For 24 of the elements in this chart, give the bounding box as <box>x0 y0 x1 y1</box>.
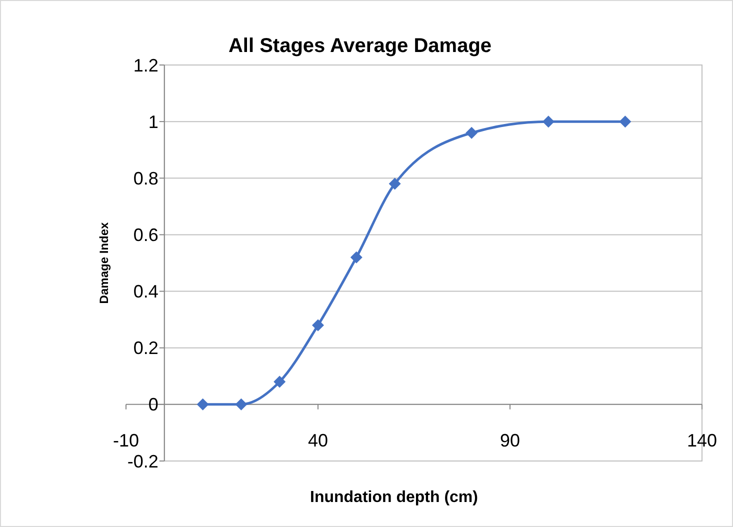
y-tick-label: 1 <box>148 112 158 132</box>
x-axis-title: Inundation depth (cm) <box>310 489 478 506</box>
point <box>274 376 286 388</box>
x-tick-label: 140 <box>686 430 718 450</box>
y-tick-label: 0.8 <box>133 168 158 188</box>
x-tick-label: 90 <box>500 430 520 450</box>
point <box>542 116 554 128</box>
y-tick-label: 0.2 <box>133 338 158 358</box>
chart-title: All Stages Average Damage <box>228 35 492 57</box>
y-tick-label: 1.2 <box>133 55 158 76</box>
point <box>350 251 362 264</box>
y-tick-label: 0.6 <box>133 225 158 246</box>
y-axis-title: Damage Index <box>97 222 111 304</box>
point <box>312 319 324 332</box>
point <box>619 116 632 128</box>
x-tick-label: 40 <box>308 430 328 450</box>
point <box>235 398 248 410</box>
y-tick-label: 0.4 <box>133 282 158 302</box>
x-tick-label: -10 <box>112 430 140 450</box>
point <box>388 178 401 190</box>
point <box>466 126 478 139</box>
point <box>196 398 209 410</box>
y-tick-label: 0 <box>148 394 158 415</box>
y-tick-label: -0.2 <box>127 451 158 472</box>
